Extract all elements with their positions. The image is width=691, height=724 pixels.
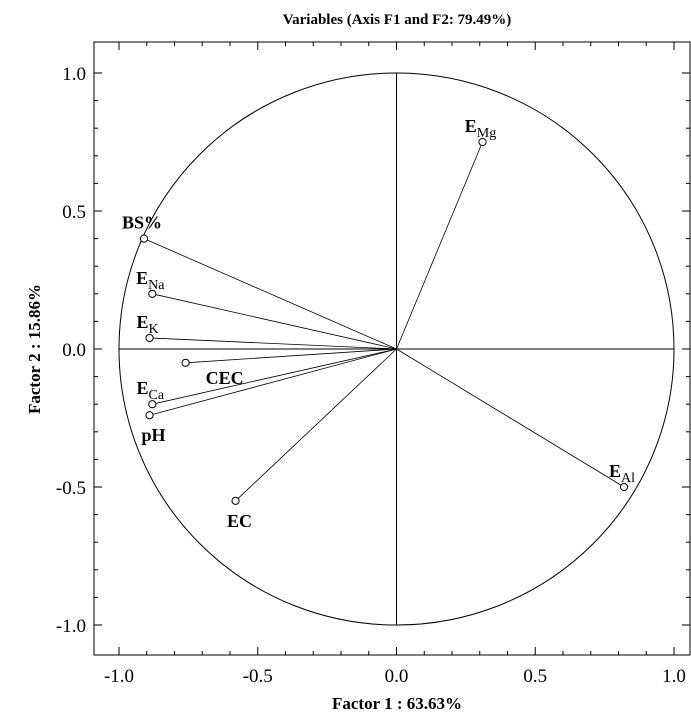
- label-cec: CEC: [206, 368, 244, 388]
- vector-eca: [152, 348, 397, 405]
- x-axis-label: Factor 1 : 63.63%: [332, 694, 462, 713]
- y-tick-label: 1.0: [62, 64, 86, 85]
- point-eal: [619, 482, 629, 492]
- label-ek: EK: [136, 312, 158, 337]
- vector-ek: [149, 337, 397, 350]
- label-bs: BS%: [122, 213, 162, 233]
- y-tick-label: 0.5: [62, 202, 86, 223]
- point-ec: [231, 496, 240, 505]
- label-eca: ECa: [137, 378, 165, 403]
- point-ek: [145, 333, 154, 343]
- x-tick-label: -0.5: [243, 666, 273, 687]
- vector-cec: [185, 348, 397, 364]
- point-emg: [478, 137, 487, 147]
- vector-eal: [396, 348, 625, 488]
- point-eca: [148, 400, 157, 409]
- point-ph: [145, 411, 154, 420]
- x-tick-label: 0.0: [385, 666, 409, 687]
- point-ena: [148, 289, 157, 298]
- y-tick-label: -1.0: [56, 616, 86, 637]
- vector-emg: [396, 141, 483, 350]
- y-axis-ticks: 1.0 0.5 0.0 -0.5 -1.0: [56, 64, 690, 637]
- vector-bs: [143, 238, 397, 350]
- x-tick-label: -1.0: [104, 666, 134, 687]
- label-eal: EAl: [609, 461, 635, 486]
- label-ec: EC: [227, 511, 252, 531]
- x-tick-label: 1.0: [662, 666, 686, 687]
- point-cec: [181, 358, 190, 367]
- label-ena: ENa: [136, 268, 165, 293]
- y-tick-label: 0.0: [62, 340, 86, 361]
- variable-vectors: EMg BS% ENa EK CEC ECa pH EC EAl: [122, 116, 635, 531]
- point-bs: [139, 234, 149, 243]
- y-tick-label: -0.5: [56, 478, 86, 499]
- chart-title: Variables (Axis F1 and F2: 79.49%): [283, 12, 512, 28]
- label-emg: EMg: [465, 116, 496, 141]
- x-tick-label: 0.5: [523, 666, 547, 687]
- label-ph: pH: [142, 425, 166, 445]
- vector-ena: [152, 293, 397, 350]
- y-axis-label: Factor 2 : 15.86%: [25, 284, 44, 414]
- x-axis-ticks: -1.0 -0.5 0.0 0.5 1.0: [104, 42, 686, 687]
- vector-ec: [235, 348, 397, 502]
- vector-ph: [149, 348, 397, 416]
